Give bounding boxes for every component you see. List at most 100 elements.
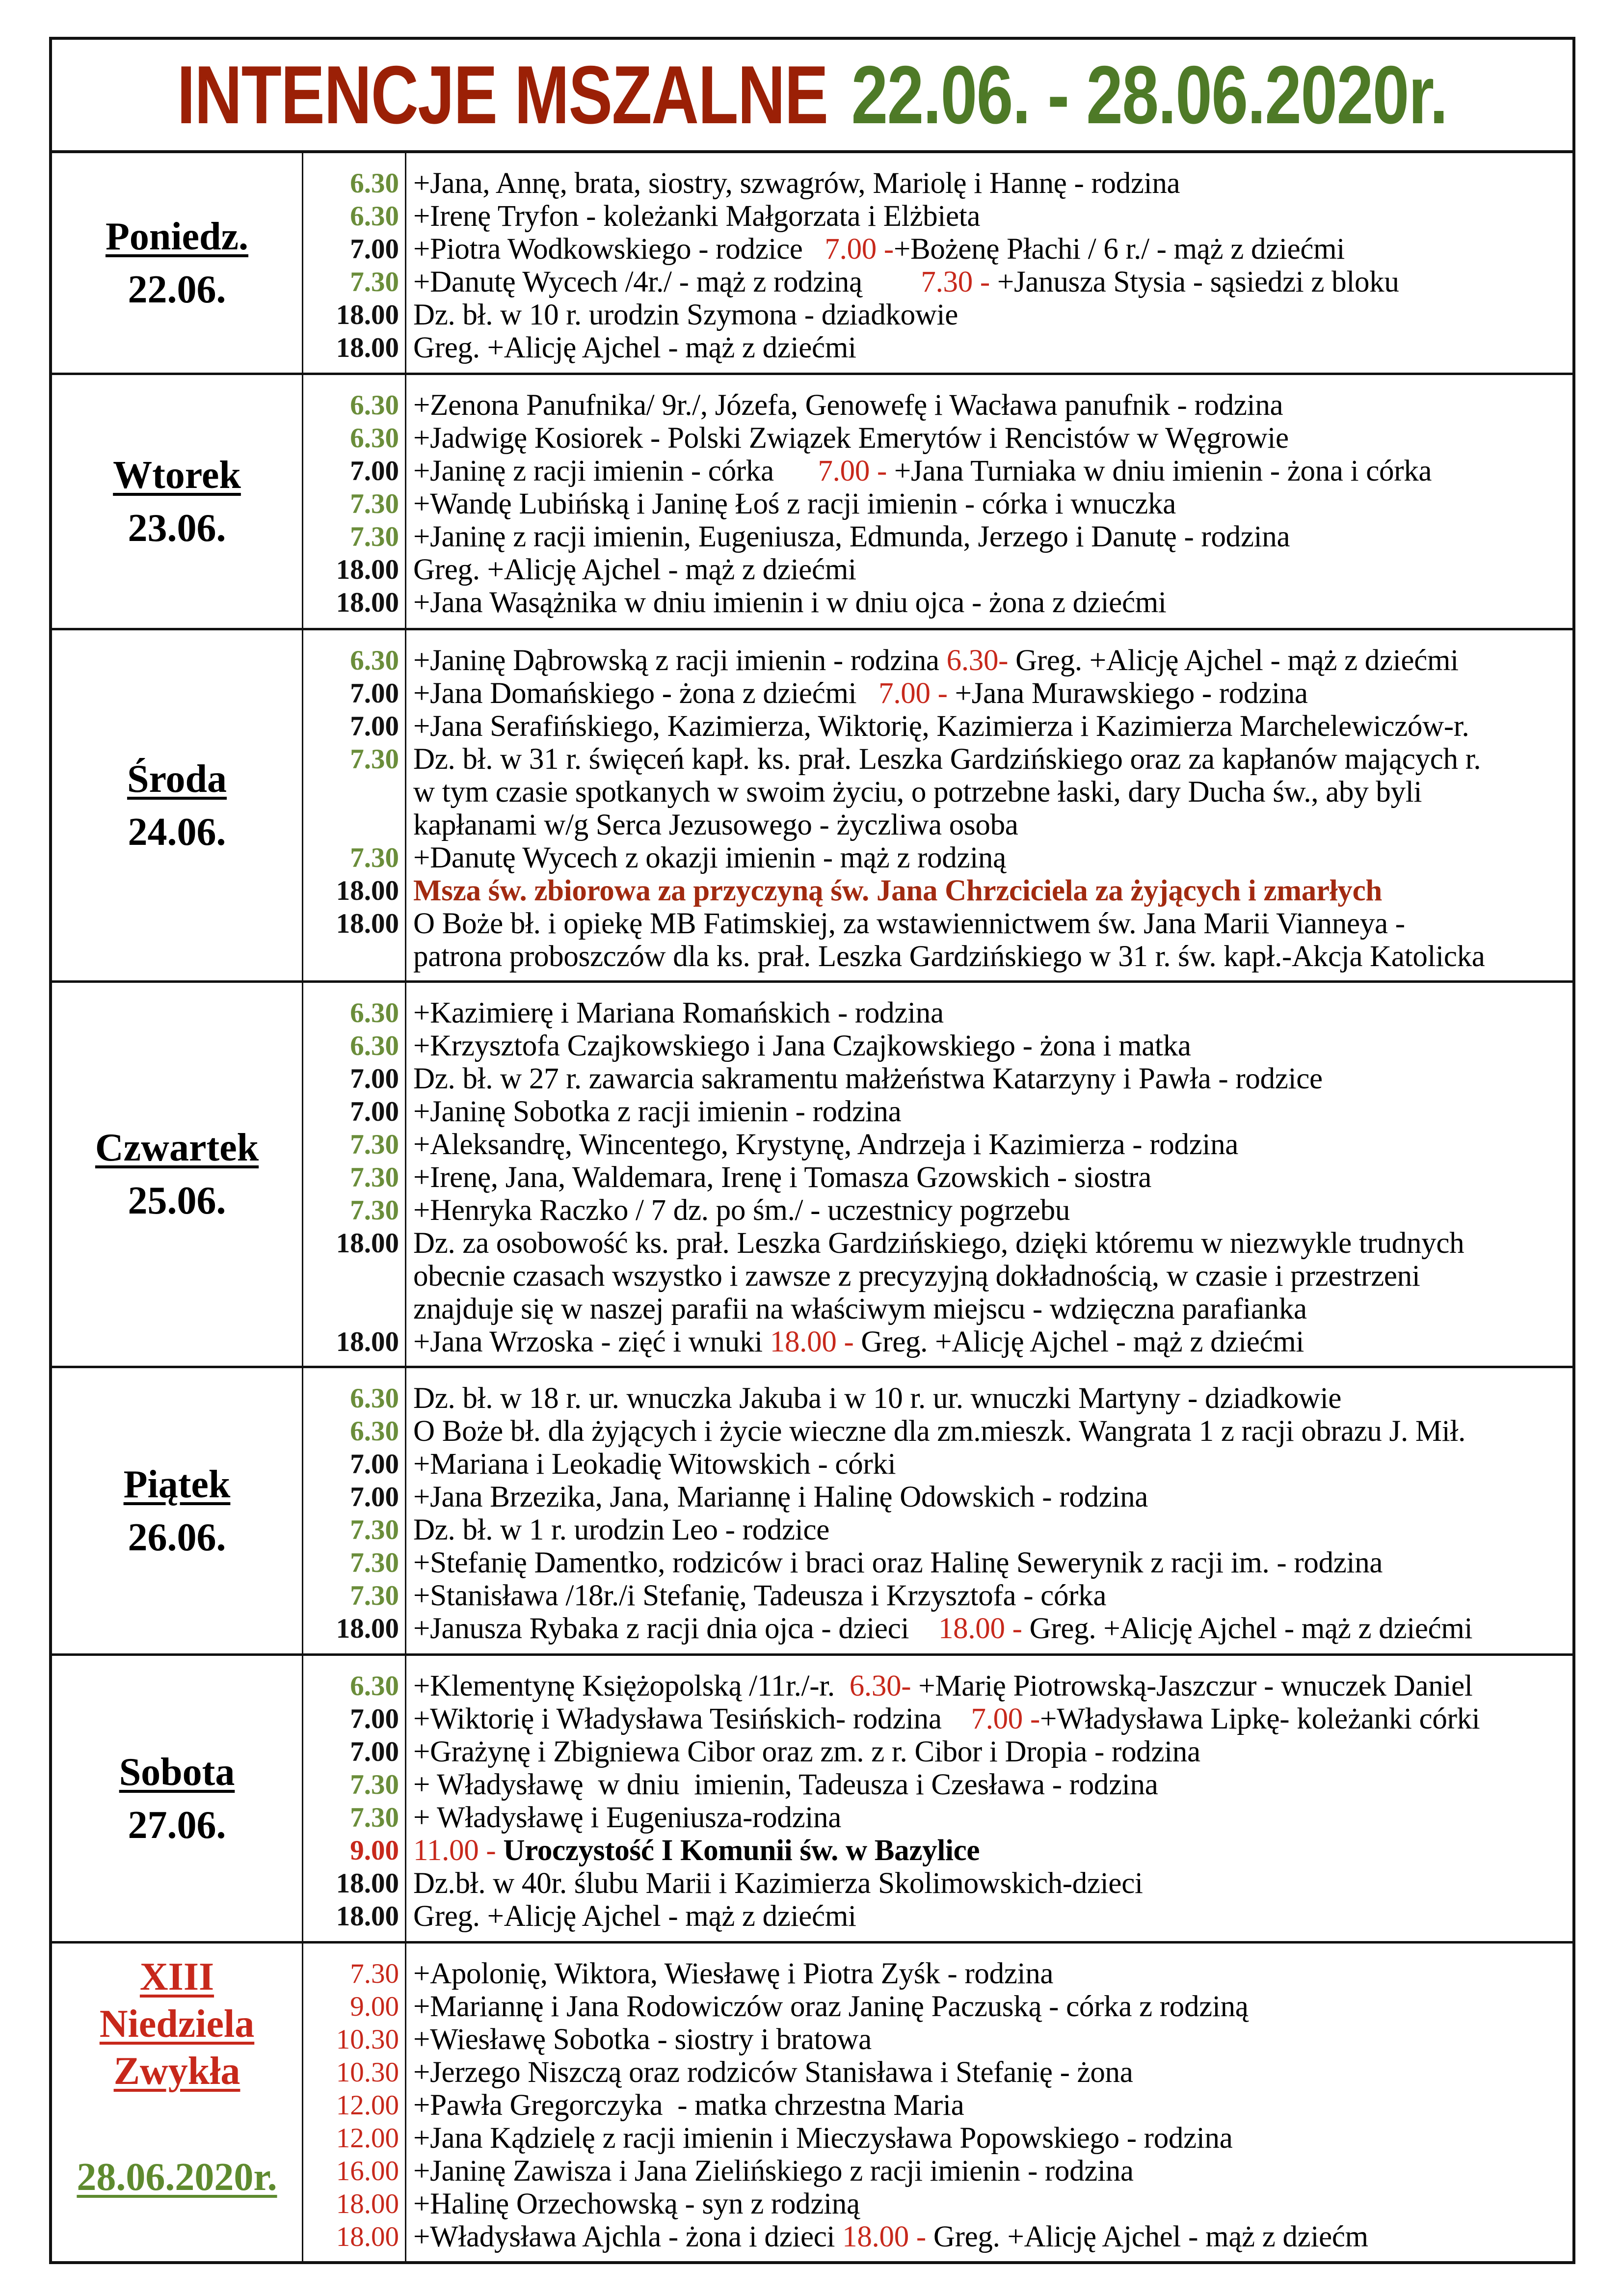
time-column: 6.30 6.30 7.00 7.30 7.30 18.00 18.00 [303, 375, 406, 628]
mass-time: 18.00 [336, 587, 399, 618]
mass-time: 18.00 [336, 2188, 399, 2219]
day-row-0: Poniedz. 22.06. 6.30 6.30 7.00 7.30 18.00 18.00… [52, 153, 1572, 375]
day-name: Poniedz. [105, 215, 249, 258]
intention-text: +Jana Domańskiego - żona z dziećmi [413, 677, 879, 710]
intention-line: +Henryka Raczko / 7 dz. po śm./ - uczest… [413, 1194, 1572, 1227]
intention-text: +Pawła Gregorczyka - matka chrzestna Mar… [413, 2089, 964, 2122]
intentions-column: Dz. bł. w 18 r. ur. wnuczka Jakuba i w 1… [406, 1368, 1572, 1653]
intention-line: +Jana, Annę, brata, siostry, szwagrów, M… [413, 167, 1572, 200]
day-name: Wtorek [113, 453, 241, 497]
intention-line: +Wandę Lubińską i Janinę Łoś z racji imi… [413, 487, 1572, 520]
mass-time [303, 940, 405, 973]
mass-time: 6.30 [350, 423, 399, 454]
intention-text: +Irenę, Jana, Waldemara, Irenę i Tomasza… [413, 1161, 1151, 1194]
intention-text: +Apolonię, Wiktora, Wiesławę i Piotra Zy… [413, 1957, 1054, 1990]
intention-text: Dz. bł. w 18 r. ur. wnuczka Jakuba i w 1… [413, 1382, 1342, 1415]
day-date: 28.06.2020r. [77, 2156, 277, 2199]
mass-time: 10.30 [336, 2024, 399, 2055]
time-column: 6.30 7.00 7.00 7.30 7.30 9.00 18.00 18.00 [303, 1656, 406, 1941]
day-date: 22.06. [128, 268, 226, 311]
day-row-4: Piątek 26.06. 6.30 6.30 7.00 7.00 7.30 7.30 7.30… [52, 1368, 1572, 1656]
intention-line: Greg. +Alicję Ajchel - mąż z dziećmi [413, 1900, 1572, 1933]
intention-line: +Janinę Zawisza i Jana Zielińskiego z ra… [413, 2155, 1572, 2188]
intention-text: +Marię Piotrowską-Jaszczur - wnuczek Dan… [911, 1670, 1473, 1702]
intention-text: obecnie czasach wszystko i zawsze z prec… [413, 1260, 1420, 1293]
intention-line: +Jadwigę Kosiorek - Polski Związek Emery… [413, 422, 1572, 455]
mass-time [303, 776, 405, 809]
mass-time: 7.30 [350, 1195, 399, 1226]
mass-time: 7.00 [350, 1482, 399, 1513]
intention-line: O Boże bł. dla żyjących i życie wieczne … [413, 1415, 1572, 1448]
intention-text: Greg. +Alicję Ajchel - mąż z dziećmi [1008, 644, 1459, 677]
mass-time: 6.30 [350, 201, 399, 232]
mass-time: 7.30 [350, 744, 399, 775]
day-row-3: Czwartek 25.06. 6.30 6.30 7.00 7.00 7.30 7.30 7.… [52, 983, 1572, 1368]
intention-line: Dz. bł. w 1 r. urodzin Leo - rodzice [413, 1513, 1572, 1546]
day-row-1: Wtorek 23.06. 6.30 6.30 7.00 7.30 7.30 18.00 18.… [52, 375, 1572, 630]
intentions-column: +Kazimierę i Mariana Romańskich - rodzin… [406, 983, 1572, 1366]
intention-line: +Halinę Orzechowską - syn z rodziną [413, 2188, 1572, 2220]
intention-line: 11.00 - Uroczystość I Komunii św. w Bazy… [413, 1834, 1572, 1867]
intention-line: +Mariana i Leokadię Witowskich - córki [413, 1448, 1572, 1481]
mass-time: 7.30 [350, 1769, 399, 1800]
intention-line: obecnie czasach wszystko i zawsze z prec… [413, 1260, 1572, 1293]
mass-time: 7.00 [350, 1736, 399, 1767]
intention-text: +Jana Murawskiego - rodzina [947, 677, 1308, 710]
intention-line: +Danutę Wycech z okazji imienin - mąż z … [413, 841, 1572, 874]
mass-time: 7.30 [350, 1958, 399, 1989]
time-column: 6.30 6.30 7.00 7.30 18.00 18.00 [303, 153, 406, 373]
mass-time: 9.00 [350, 1991, 399, 2022]
intention-text: Greg. +Alicję Ajchel - mąż z dziećm [926, 2220, 1368, 2253]
intention-text: Dz. za osobowość ks. prał. Leszka Gardzi… [413, 1227, 1464, 1260]
mass-time: 6.30 [350, 168, 399, 199]
mass-time: 18.00 [336, 332, 399, 363]
intention-text: Greg. +Alicję Ajchel - mąż z dziećmi [413, 1900, 856, 1933]
intention-line: +Irenę, Jana, Waldemara, Irenę i Tomasza… [413, 1161, 1572, 1194]
day-row-sunday: XIII Niedziela Zwykła 28.06.2020r. 7.30 9.00 1… [52, 1944, 1572, 2261]
sunday-label-line: Zwykła [113, 2050, 240, 2093]
intention-line: Dz. bł. w 18 r. ur. wnuczka Jakuba i w 1… [413, 1382, 1572, 1415]
mass-time: 7.00 [350, 1096, 399, 1127]
inline-mass-time: 7.00 - [825, 233, 894, 266]
intention-line: +Jana Serafińskiego, Kazimierza, Wiktori… [413, 710, 1572, 743]
intention-line: +Grażynę i Zbigniewa Cibor oraz zm. z r.… [413, 1735, 1572, 1768]
mass-time: 7.00 [350, 234, 399, 265]
intentions-table: INTENCJE MSZALNE 22.06. - 28.06.2020r. Po… [49, 37, 1575, 2264]
intention-text: +Janinę z racji imienin, Eugeniusza, Edm… [413, 520, 1290, 553]
intention-text: +Janinę z racji imienin - córka [413, 455, 818, 487]
intentions-column: +Apolonię, Wiktora, Wiesławę i Piotra Zy… [406, 1944, 1572, 2261]
intention-text: +Krzysztofa Czajkowskiego i Jana Czajkow… [413, 1029, 1191, 1062]
intentions-column: +Janinę Dąbrowską z racji imienin - rodz… [406, 630, 1572, 980]
intention-line: Dz. bł. w 27 r. zawarcia sakramentu małż… [413, 1062, 1572, 1095]
intention-line: +Pawła Gregorczyka - matka chrzestna Mar… [413, 2089, 1572, 2122]
intention-text: +Jana Wrzoska - zięć i wnuki [413, 1325, 770, 1358]
mass-time: 18.00 [336, 1228, 399, 1259]
intention-line: +Klementynę Księżopolską /11r./-r. 6.30-… [413, 1670, 1572, 1702]
mass-time: 7.30 [350, 267, 399, 297]
intention-text: +Irenę Tryfon - koleżanki Małgorzata i E… [413, 200, 981, 233]
inline-mass-time: 6.30- [849, 1670, 911, 1702]
inline-mass-time: 18.00 - [842, 2220, 926, 2253]
intention-text: Uroczystość I Komunii św. w Bazylice [496, 1834, 980, 1867]
intention-line: +Jana Wasążnika w dniu imienin i w dniu … [413, 586, 1572, 619]
mass-time: 16.00 [336, 2156, 399, 2187]
inline-mass-time: 7.00 - [878, 677, 948, 710]
time-column: 6.30 7.00 7.00 7.30 7.30 18.00 18.00 [303, 630, 406, 980]
intention-line: +Jerzego Niszczą oraz rodziców Stanisław… [413, 2056, 1572, 2089]
intention-text: +Jerzego Niszczą oraz rodziców Stanisław… [413, 2056, 1133, 2089]
intention-text: +Halinę Orzechowską - syn z rodziną [413, 2188, 860, 2220]
intention-text: +Władysława Ajchla - żona i dzieci [413, 2220, 843, 2253]
mass-time: 18.00 [336, 554, 399, 585]
inline-mass-time: 18.00 - [938, 1612, 1022, 1645]
intention-text: +Klementynę Księżopolską /11r./-r. [413, 1670, 850, 1702]
mass-time: 18.00 [336, 1326, 399, 1357]
day-date: 26.06. [128, 1515, 226, 1559]
mass-time: 9.00 [350, 1835, 399, 1866]
mass-time: 18.00 [336, 875, 399, 906]
intention-line: +Apolonię, Wiktora, Wiesławę i Piotra Zy… [413, 1957, 1572, 1990]
mass-time: 6.30 [350, 1030, 399, 1061]
intention-text: +Wiesławę Sobotka - siostry i bratowa [413, 2023, 872, 2056]
day-label: Piątek 26.06. [52, 1368, 303, 1653]
mass-time: 18.00 [336, 1901, 399, 1932]
intention-line: +Jana Wrzoska - zięć i wnuki 18.00 - Gre… [413, 1325, 1572, 1358]
